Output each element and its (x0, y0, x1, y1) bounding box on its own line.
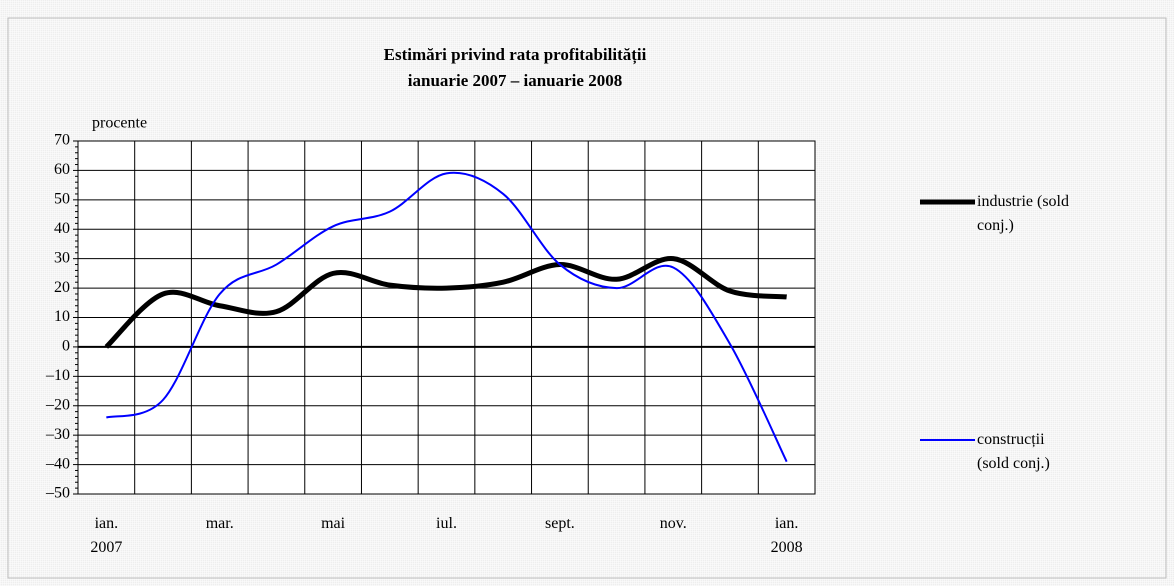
y-tick-label: –50 (45, 485, 70, 502)
y-tick-label: –40 (45, 455, 70, 472)
legend-label: construcții (sold conj.) (977, 431, 1050, 472)
x-tick-label: iul. (436, 515, 457, 532)
y-tick-label: 40 (54, 220, 70, 237)
y-tick-label: 10 (54, 308, 70, 325)
legend-label: industrie (sold conj.) (977, 193, 1069, 234)
y-tick-label: 50 (54, 191, 70, 208)
y-tick-label: –10 (45, 367, 70, 384)
y-tick-label: –20 (45, 396, 70, 413)
plot-border (77, 140, 816, 495)
frame (7, 17, 1167, 579)
y-axis-label: procente (92, 115, 147, 132)
y-tick-label: 20 (54, 279, 70, 296)
y-tick-label: –30 (45, 426, 70, 443)
y-tick-label: 30 (54, 249, 70, 266)
series-line (104, 256, 787, 349)
x-tick-label: nov. (659, 515, 687, 532)
x-tick-label: ian. 2008 (770, 515, 803, 556)
y-tick-label: 70 (54, 132, 70, 149)
x-tick-label: sept. (544, 515, 575, 532)
chart-subtitle: ianuarie 2007 – ianuarie 2008 (408, 71, 622, 90)
y-tick-label: 60 (54, 161, 70, 178)
chart-title: Estimări privind rata profitabilității (384, 45, 647, 65)
y-tick-label: 0 (62, 338, 70, 355)
x-tick-label: ian. 2007 (90, 515, 123, 556)
x-tick-label: mai (321, 515, 346, 532)
series-line (106, 171, 788, 463)
x-tick-label: mar. (205, 515, 234, 532)
